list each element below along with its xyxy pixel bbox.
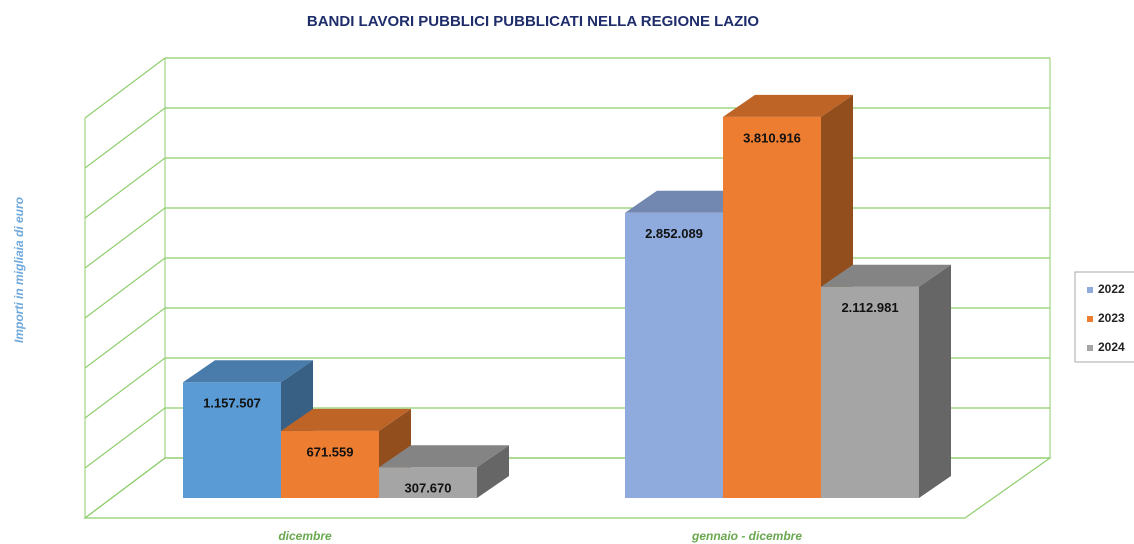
bar-front xyxy=(821,286,919,498)
bar-top xyxy=(723,94,853,117)
y-axis-label: Importi in migliaia di euro xyxy=(12,197,26,343)
data-label: 2.852.089 xyxy=(645,226,703,241)
legend-label: 2022 xyxy=(1098,282,1125,296)
data-label: 307.670 xyxy=(405,481,452,496)
data-label: 671.559 xyxy=(307,444,354,459)
bar-side xyxy=(477,445,509,498)
bar-front xyxy=(723,116,821,499)
bar-top xyxy=(821,264,951,287)
grid-line xyxy=(84,457,166,519)
data-label: 1.157.507 xyxy=(203,396,261,411)
grid-line xyxy=(84,107,166,169)
bar-top xyxy=(379,445,509,468)
data-label: 2.112.981 xyxy=(841,300,898,315)
bar xyxy=(281,408,411,498)
bar xyxy=(379,445,509,498)
x-tick-label: gennaio - dicembre xyxy=(691,529,802,543)
chart-title: BANDI LAVORI PUBBLICI PUBBLICATI NELLA R… xyxy=(307,13,760,30)
legend-swatch xyxy=(1087,316,1093,322)
legend-swatch xyxy=(1087,287,1093,293)
legend-label: 2024 xyxy=(1098,340,1125,354)
bar-front xyxy=(183,382,281,498)
bar-top xyxy=(625,190,755,213)
grid-line xyxy=(84,357,166,419)
bar-side xyxy=(919,264,951,498)
bar-top xyxy=(183,360,313,383)
grid-line xyxy=(84,57,166,119)
grid-line xyxy=(84,257,166,319)
grid-line xyxy=(84,207,166,269)
legend-label: 2023 xyxy=(1098,311,1125,325)
bar-top xyxy=(281,408,411,431)
grid-line xyxy=(84,407,166,469)
grid-line xyxy=(84,307,166,369)
bar-front xyxy=(625,212,723,498)
legend-box xyxy=(1074,271,1134,363)
bar-front xyxy=(281,430,379,498)
bar xyxy=(821,264,951,498)
grid-line xyxy=(84,157,166,219)
data-label: 3.810.916 xyxy=(743,130,801,145)
bar-front xyxy=(379,467,477,498)
x-tick-label: dicembre xyxy=(278,529,332,543)
legend-swatch xyxy=(1087,345,1093,351)
